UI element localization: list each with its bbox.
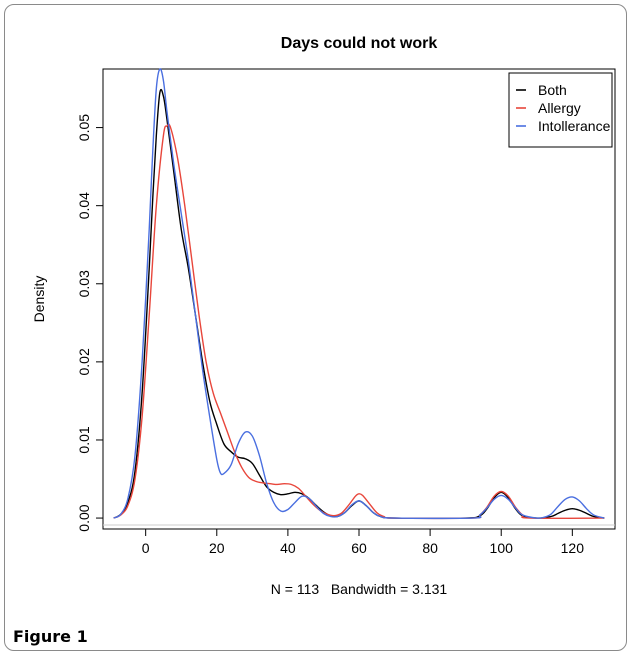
x-tick-label: 60	[351, 540, 367, 556]
legend-label: Allergy	[538, 100, 581, 116]
x-axis-label: N = 113 Bandwidth = 3.131	[271, 581, 448, 597]
y-tick-label: 0.01	[76, 426, 92, 453]
series-layer	[113, 68, 605, 520]
legend-items: Both Allergy Intollerance	[516, 82, 611, 134]
y-tick-label: 0.02	[76, 348, 92, 375]
legend: Both Allergy Intollerance	[508, 72, 613, 148]
y-axis: 0.00 0.01 0.02 0.03 0.04 0.05	[76, 114, 104, 532]
legend-label: Intollerance	[538, 118, 611, 134]
x-tick-label: 0	[142, 540, 150, 556]
figure-caption: Figure 1	[13, 627, 88, 646]
legend-box	[508, 72, 613, 148]
y-axis-label: Density	[31, 276, 47, 323]
y-tick-label: 0.05	[76, 114, 92, 141]
series-line-allergy	[113, 123, 605, 520]
x-tick-label: 20	[209, 540, 225, 556]
x-tick-label: 120	[561, 540, 585, 556]
x-tick-label: 80	[422, 540, 438, 556]
x-tick-label: 100	[490, 540, 514, 556]
y-tick-label: 0.03	[76, 270, 92, 297]
x-axis: 0 20 40 60 80 100 120	[142, 528, 585, 556]
chart-title: Days could not work	[281, 35, 438, 52]
series-line-both	[113, 88, 605, 520]
legend-label: Both	[538, 82, 567, 98]
y-tick-label: 0.00	[76, 504, 92, 531]
x-tick-label: 40	[280, 540, 296, 556]
y-tick-label: 0.04	[76, 192, 92, 219]
series-line-intollerance	[113, 68, 605, 520]
